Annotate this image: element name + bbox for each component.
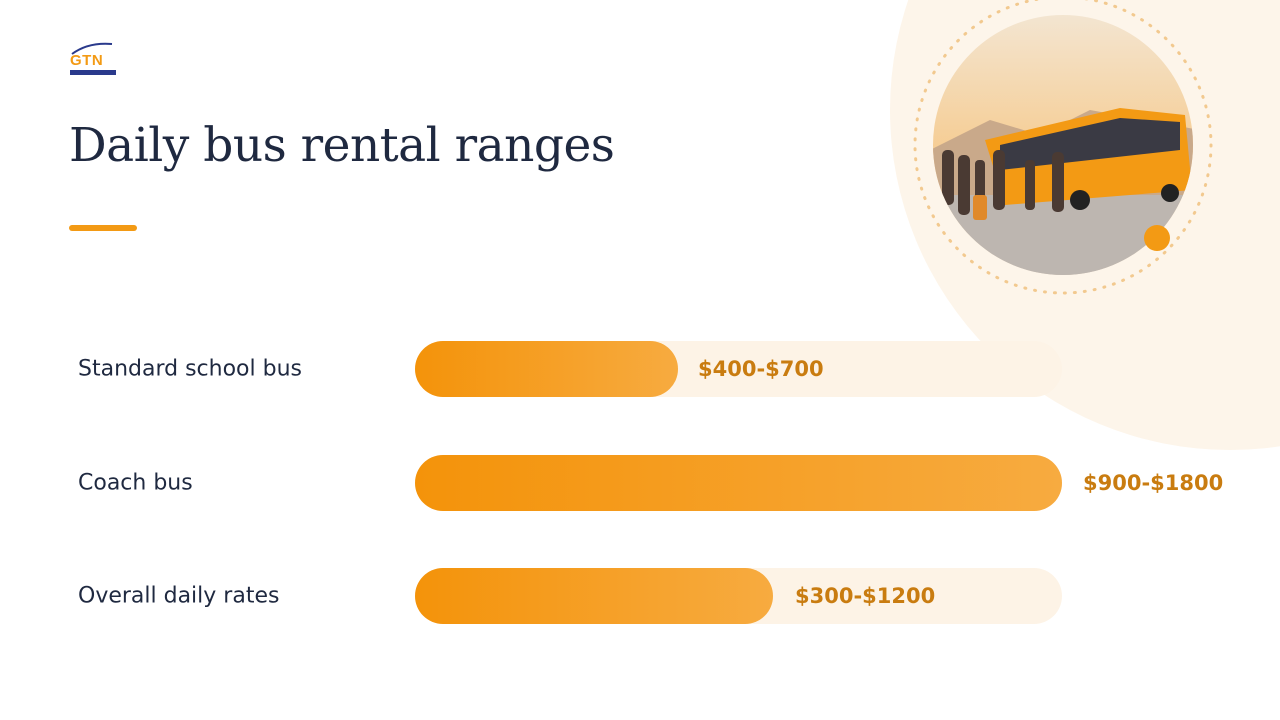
dotted-ring <box>913 0 1213 295</box>
range-label: $900-$1800 <box>1083 471 1224 495</box>
bar-fill <box>415 455 1062 511</box>
logo-mark <box>70 42 116 75</box>
range-label: $400-$700 <box>698 357 824 381</box>
range-label: $300-$1200 <box>795 584 936 608</box>
accent-bar <box>69 225 137 231</box>
row-label: Standard school bus <box>78 356 302 382</box>
title: Daily bus rental ranges <box>69 118 615 173</box>
logo-text: GTN <box>70 52 104 69</box>
bar-fill <box>415 568 773 624</box>
accent-dot <box>1144 225 1170 251</box>
row-label: Coach bus <box>78 470 193 496</box>
bar-fill <box>415 341 678 397</box>
row-label: Overall daily rates <box>78 583 280 609</box>
